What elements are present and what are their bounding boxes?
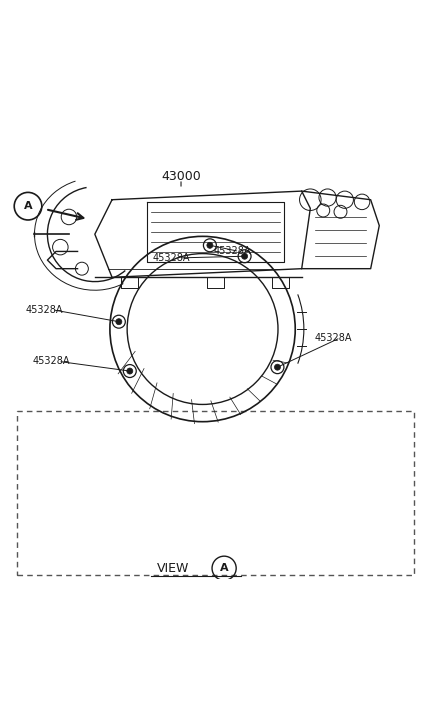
Text: 45328A: 45328A: [314, 333, 351, 342]
Text: 45328A: 45328A: [26, 305, 63, 315]
Text: 45328A: 45328A: [213, 246, 250, 257]
Text: 43000: 43000: [161, 169, 200, 182]
Circle shape: [241, 253, 247, 260]
Circle shape: [206, 242, 212, 249]
Circle shape: [274, 364, 280, 370]
Text: A: A: [24, 201, 32, 211]
Text: A: A: [219, 563, 228, 573]
Text: 45328A: 45328A: [32, 356, 70, 366]
Text: VIEW: VIEW: [157, 562, 189, 575]
Circle shape: [126, 368, 132, 374]
Circle shape: [116, 318, 122, 325]
Text: 45328A: 45328A: [153, 253, 190, 263]
